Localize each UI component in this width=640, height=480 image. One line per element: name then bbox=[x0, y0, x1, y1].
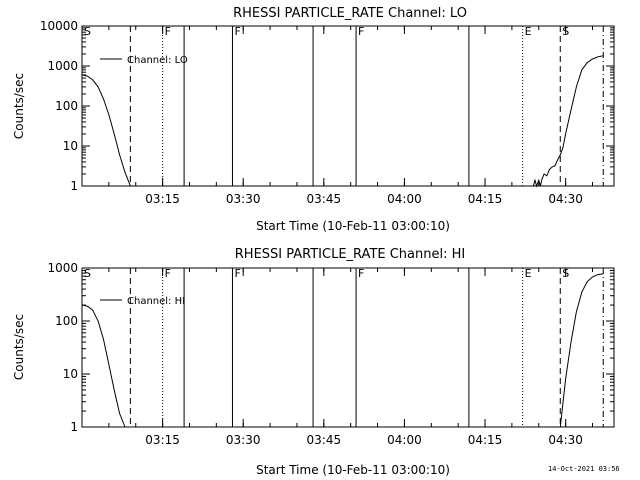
series-line bbox=[559, 273, 604, 428]
x-tick-label: 03:30 bbox=[226, 433, 261, 447]
x-tick-label: 03:45 bbox=[307, 192, 342, 206]
event-marker-label: S bbox=[562, 25, 569, 38]
y-axis-label: Counts/sec bbox=[12, 73, 26, 139]
y-axis-label: Counts/sec bbox=[12, 314, 26, 380]
y-tick-label: 1 bbox=[70, 420, 78, 434]
x-tick-label: 03:30 bbox=[226, 192, 261, 206]
footer-timestamp: 14-Oct-2021 03:56 bbox=[548, 465, 620, 473]
x-tick-label: 04:30 bbox=[548, 192, 583, 206]
event-marker-label: E bbox=[525, 25, 532, 38]
x-tick-label: 03:15 bbox=[145, 192, 180, 206]
x-axis-label: Start Time (10-Feb-11 03:00:10) bbox=[256, 219, 450, 233]
event-marker-label: S bbox=[562, 267, 569, 280]
x-tick-label: 03:45 bbox=[307, 433, 342, 447]
y-tick-label: 10000 bbox=[40, 19, 78, 33]
chart-title: RHESSI PARTICLE_RATE Channel: LO bbox=[233, 6, 467, 21]
chart-title: RHESSI PARTICLE_RATE Channel: HI bbox=[235, 247, 465, 262]
event-marker-label: E bbox=[525, 267, 532, 280]
x-tick-label: 03:15 bbox=[145, 433, 180, 447]
y-tick-label: 10 bbox=[63, 367, 78, 381]
event-marker-label: S bbox=[84, 25, 91, 38]
event-marker-label: F bbox=[165, 267, 171, 280]
x-tick-label: 04:15 bbox=[468, 192, 503, 206]
series-line bbox=[532, 55, 604, 188]
series-line bbox=[81, 304, 126, 428]
event-marker-label: F bbox=[165, 25, 171, 38]
legend-label: Channel: HI bbox=[127, 296, 185, 307]
event-marker-label: S bbox=[84, 267, 91, 280]
y-tick-label: 100 bbox=[55, 314, 78, 328]
series-line bbox=[81, 74, 131, 187]
event-marker-label: F bbox=[358, 25, 364, 38]
y-tick-label: 100 bbox=[55, 99, 78, 113]
legend-label: Channel: LO bbox=[127, 55, 188, 66]
event-marker-label: F bbox=[234, 267, 240, 280]
x-tick-label: 04:00 bbox=[387, 192, 422, 206]
y-tick-label: 10 bbox=[63, 139, 78, 153]
x-axis-label: Start Time (10-Feb-11 03:00:10) bbox=[256, 463, 450, 477]
plot-frame bbox=[81, 267, 615, 428]
event-marker-label: F bbox=[358, 267, 364, 280]
x-tick-label: 04:00 bbox=[387, 433, 422, 447]
y-tick-label: 1000 bbox=[47, 59, 78, 73]
plot-frame bbox=[81, 25, 615, 187]
y-tick-label: 1 bbox=[70, 179, 78, 193]
x-tick-label: 04:15 bbox=[468, 433, 503, 447]
x-tick-label: 04:30 bbox=[548, 433, 583, 447]
event-marker-label: F bbox=[234, 25, 240, 38]
y-tick-label: 1000 bbox=[47, 261, 78, 275]
